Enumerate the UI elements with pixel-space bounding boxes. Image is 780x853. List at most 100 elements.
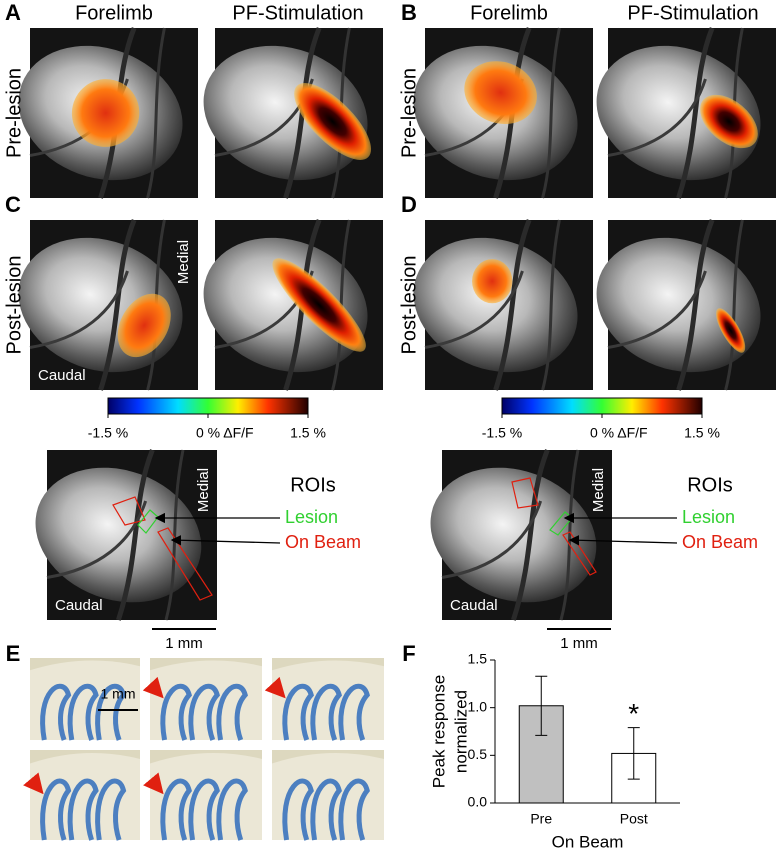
brain-image bbox=[18, 27, 198, 199]
roi-on-beam: On Beam bbox=[682, 532, 758, 552]
vessel bbox=[424, 270, 524, 349]
vessel bbox=[98, 219, 137, 391]
row-label: Post-lesion bbox=[3, 256, 25, 355]
histology-image bbox=[272, 750, 384, 841]
row-label: Post-lesion bbox=[398, 256, 420, 355]
y-tick-label: 0.0 bbox=[468, 794, 488, 810]
roi-outline bbox=[562, 531, 597, 576]
red-arrow bbox=[23, 772, 44, 795]
orientation-label: Medial bbox=[175, 240, 192, 284]
panel-letter: D bbox=[401, 192, 417, 217]
brain-image bbox=[413, 219, 593, 391]
x-tick-label: Pre bbox=[530, 811, 552, 827]
vessel bbox=[29, 270, 129, 349]
y-tick-label: 0.5 bbox=[468, 746, 488, 762]
activation bbox=[464, 61, 537, 125]
folia bbox=[95, 683, 127, 741]
arrow bbox=[568, 535, 678, 546]
tissue bbox=[272, 660, 384, 740]
vessel bbox=[724, 219, 744, 391]
column-title: PF-Stimulation bbox=[627, 2, 758, 24]
roi-lesion: Lesion bbox=[285, 507, 338, 527]
colorbar-label: 1.5 % bbox=[684, 425, 720, 441]
orientation-label: Caudal bbox=[450, 597, 498, 614]
vessel bbox=[541, 27, 561, 199]
vessel bbox=[676, 27, 715, 199]
roi-outline bbox=[112, 496, 146, 526]
brain-image bbox=[596, 27, 776, 199]
y-tick-label: 1.0 bbox=[468, 698, 488, 714]
brain-image bbox=[18, 219, 198, 391]
brain-image bbox=[430, 449, 612, 621]
colorbar-label: -1.5 % bbox=[482, 425, 522, 441]
x-axis-label: On Beam bbox=[552, 832, 624, 851]
error-bar bbox=[535, 675, 548, 736]
folia bbox=[310, 683, 342, 741]
row-label: Pre-lesion bbox=[3, 68, 25, 158]
scale-label: 1 mm bbox=[560, 635, 598, 652]
orientation-label: Caudal bbox=[55, 597, 103, 614]
vessel bbox=[511, 449, 550, 621]
panel-letter: A bbox=[5, 0, 21, 25]
roi-title: ROIs bbox=[687, 474, 733, 496]
histology-image bbox=[264, 658, 384, 741]
column-title: PF-Stimulation bbox=[232, 2, 363, 24]
panel-letter: B bbox=[401, 0, 417, 25]
colorbar bbox=[501, 397, 703, 415]
red-arrow bbox=[143, 772, 164, 795]
folia bbox=[67, 683, 99, 741]
folia bbox=[95, 778, 127, 841]
folia bbox=[216, 683, 248, 741]
x-tick-label: Post bbox=[620, 811, 648, 827]
panel-letter: F bbox=[402, 641, 415, 666]
folia bbox=[282, 683, 314, 741]
folia bbox=[40, 778, 72, 841]
y-tick-label: 1.5 bbox=[468, 651, 488, 667]
colorbar-label: 1.5 % bbox=[290, 425, 326, 441]
vessel bbox=[116, 449, 155, 621]
roi-outline bbox=[157, 527, 213, 601]
vessel bbox=[541, 219, 561, 391]
histology-image bbox=[143, 750, 262, 841]
row-label: Pre-lesion bbox=[398, 68, 420, 158]
roi-title: ROIs bbox=[290, 474, 336, 496]
panel-letter: E bbox=[6, 641, 21, 666]
folia bbox=[338, 683, 370, 741]
vessel bbox=[441, 500, 543, 579]
folia bbox=[310, 778, 342, 841]
activation bbox=[472, 259, 513, 304]
colorbar-label: 0 % ΔF/F bbox=[590, 425, 648, 441]
roi-lesion: Lesion bbox=[682, 507, 735, 527]
vessel bbox=[46, 500, 148, 579]
histology-image bbox=[23, 750, 140, 841]
histology-image bbox=[30, 658, 140, 741]
error-bar bbox=[627, 727, 640, 780]
brain-image bbox=[596, 219, 776, 391]
colorbar-label: -1.5 % bbox=[88, 425, 128, 441]
y-axis-label: normalized bbox=[451, 690, 470, 773]
orientation-label: Caudal bbox=[38, 367, 86, 384]
colorbar bbox=[107, 397, 309, 415]
folia bbox=[338, 778, 370, 841]
roi-on-beam: On Beam bbox=[285, 532, 361, 552]
folia bbox=[188, 683, 220, 741]
vessel bbox=[493, 219, 532, 391]
brain-image bbox=[203, 27, 383, 199]
brain-image bbox=[35, 449, 217, 621]
folia bbox=[216, 778, 248, 841]
brain-image bbox=[413, 27, 593, 199]
vessel bbox=[676, 219, 715, 391]
orientation-label: Medial bbox=[590, 468, 607, 512]
vessel bbox=[146, 27, 166, 199]
scale-label: 1 mm bbox=[101, 686, 136, 702]
vessel bbox=[607, 270, 707, 349]
pf-activation bbox=[716, 308, 746, 353]
folia bbox=[40, 683, 72, 741]
orientation-label: Medial bbox=[195, 468, 212, 512]
folia bbox=[160, 778, 192, 841]
vessel bbox=[607, 78, 707, 157]
folia bbox=[160, 683, 192, 741]
colorbar-label: 0 % ΔF/F bbox=[196, 425, 254, 441]
pf-activation bbox=[700, 94, 758, 149]
